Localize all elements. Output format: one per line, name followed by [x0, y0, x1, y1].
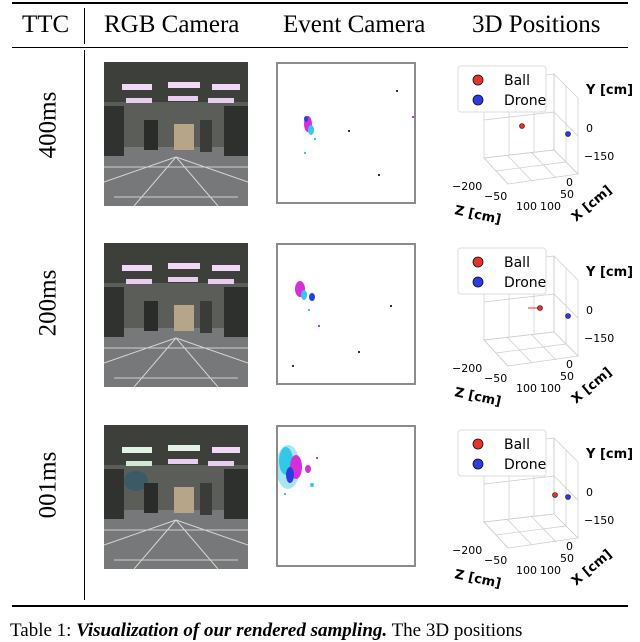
caption-prefix: Table 1: [10, 620, 72, 641]
event-blobs [292, 281, 392, 367]
rule-bottom [12, 605, 628, 607]
axis-label-y: Y [cm] [585, 83, 633, 98]
axis-label-x: X [cm] [569, 365, 615, 407]
axis-label-x: X [cm] [569, 183, 615, 225]
axis-label-z: Z [cm] [453, 203, 502, 227]
rgb-image-row-1 [104, 62, 248, 206]
tick-y-1: −150 [584, 332, 614, 345]
tick-z-1: −50 [484, 554, 507, 567]
event-blobs [276, 445, 318, 495]
axis-label-x: X [cm] [569, 547, 615, 589]
rgb-image-row-2 [104, 243, 248, 387]
tick-x-2: 100 [540, 382, 561, 395]
rgb-scene [104, 243, 248, 387]
legend-ball: Ball [504, 255, 530, 271]
tick-z-2: 100 [516, 382, 537, 395]
tick-x-0: 0 [566, 358, 573, 371]
ttc-label-row-2: 200ms [34, 269, 61, 337]
tick-x-1: 50 [560, 552, 574, 565]
tick-x-2: 100 [540, 564, 561, 577]
tick-x-2: 100 [540, 200, 561, 213]
event-blobs [304, 90, 414, 176]
caption-bold: Visualization of our rendered sampling. [76, 620, 388, 641]
ttc-label-row-3: 001ms [34, 451, 61, 519]
tick-x-1: 50 [560, 188, 574, 201]
column-divider [84, 50, 85, 600]
event-image-row-2 [276, 243, 416, 385]
caption-rest: The 3D positions [391, 620, 523, 641]
table-caption: Table 1: Visualization of our rendered s… [10, 620, 522, 642]
legend-drone: Drone [504, 457, 546, 473]
tick-z-1: −50 [484, 372, 507, 385]
header-ttc: TTC [22, 11, 70, 38]
tick-y-1: −150 [584, 150, 614, 163]
tick-y-0: 0 [586, 486, 593, 499]
position-plot-row-3: Ball Drone Y [cm] 0 −150 −200 −50 100 0 … [444, 418, 636, 594]
rule-top [12, 2, 628, 4]
tick-x-1: 50 [560, 370, 574, 383]
tick-x-0: 0 [566, 540, 573, 553]
axis-label-y: Y [cm] [585, 447, 633, 462]
tick-y-0: 0 [586, 122, 593, 135]
event-image-row-1 [276, 62, 416, 204]
ttc-label-row-1: 400ms [34, 91, 61, 159]
tick-z-2: 100 [516, 200, 537, 213]
position-plot: Ball Drone Y [cm] 0 −150 −200 −50 100 0 … [452, 65, 633, 228]
legend-ball: Ball [504, 73, 530, 89]
tick-z-0: −200 [452, 544, 482, 557]
axis-label-y: Y [cm] [585, 265, 633, 280]
header-divider [84, 8, 85, 44]
legend-drone: Drone [504, 275, 546, 291]
position-plot-row-1: Ball Drone Y [cm] 0 −150 −200 −50 100 0 … [444, 54, 636, 230]
rule-mid [12, 47, 628, 48]
position-plot: Ball Drone Y [cm] 0 −150 −200 −50 100 0 … [452, 429, 633, 592]
tick-y-1: −150 [584, 514, 614, 527]
rgb-scene [104, 62, 248, 206]
header-3d-positions: 3D Positions [472, 11, 601, 38]
header-rgb-camera: RGB Camera [104, 11, 240, 38]
axis-label-z: Z [cm] [453, 567, 502, 591]
event-image-row-3 [276, 425, 416, 567]
legend-drone: Drone [504, 93, 546, 109]
tick-z-0: −200 [452, 362, 482, 375]
tick-z-0: −200 [452, 180, 482, 193]
header-event-camera: Event Camera [283, 11, 426, 38]
rgb-scene [104, 425, 248, 569]
tick-z-2: 100 [516, 564, 537, 577]
tick-x-0: 0 [566, 176, 573, 189]
tick-y-0: 0 [586, 304, 593, 317]
position-plot-row-2: Ball Drone Y [cm] 0 −150 −200 −50 100 0 … [444, 236, 636, 412]
tick-z-1: −50 [484, 190, 507, 203]
rgb-image-row-3 [104, 425, 248, 569]
position-plot: Ball Drone Y [cm] 0 −150 −200 −50 100 0 … [452, 247, 633, 410]
legend-ball: Ball [504, 437, 530, 453]
axis-label-z: Z [cm] [453, 385, 502, 409]
